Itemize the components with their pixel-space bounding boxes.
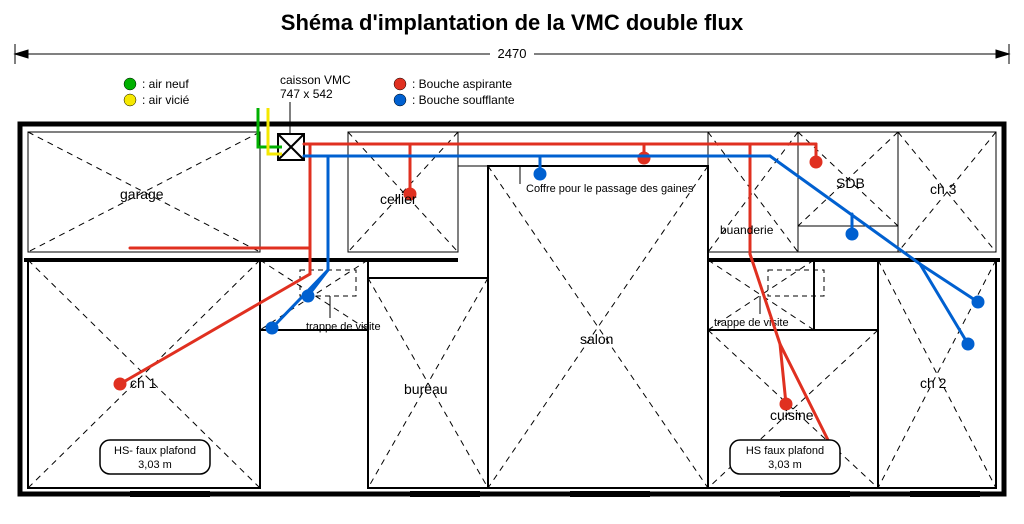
svg-text:SDB: SDB <box>836 175 865 191</box>
svg-text:garage: garage <box>120 186 164 202</box>
plan-diagram: 2470 : air neuf : air vicié : Bouche asp… <box>10 44 1014 514</box>
legend-dot-soufflante <box>394 94 406 106</box>
svg-text:trappe de visite: trappe de visite <box>714 317 789 329</box>
height-box-left: HS- faux plafond 3,03 m <box>100 440 210 474</box>
svg-text:buanderie: buanderie <box>720 223 774 237</box>
svg-text:: air neuf: : air neuf <box>142 77 189 91</box>
legend-dot-air-neuf <box>124 78 136 90</box>
svg-text:Coffre pour le passage des gai: Coffre pour le passage des gaines <box>526 183 694 195</box>
svg-text:ch 3: ch 3 <box>930 181 957 197</box>
svg-text:cuisine: cuisine <box>770 407 814 423</box>
svg-text:trappe de visite: trappe de visite <box>306 321 381 333</box>
svg-text:3,03 m: 3,03 m <box>138 459 172 471</box>
svg-text:HS- faux plafond: HS- faux plafond <box>114 445 196 457</box>
svg-text:ch 1: ch 1 <box>130 375 157 391</box>
height-box-right: HS faux plafond 3,03 m <box>730 440 840 474</box>
svg-text:3,03 m: 3,03 m <box>768 459 802 471</box>
page-title: Shéma d'implantation de la VMC double fl… <box>10 10 1014 36</box>
svg-text:747 x 542: 747 x 542 <box>280 87 333 101</box>
svg-text:: air vicié: : air vicié <box>142 93 190 107</box>
svg-text:2470: 2470 <box>498 46 527 61</box>
svg-text:: Bouche aspirante: : Bouche aspirante <box>412 77 512 91</box>
caisson-label: caisson VMC 747 x 542 <box>280 73 351 142</box>
svg-text:: Bouche soufflante: : Bouche soufflante <box>412 93 515 107</box>
svg-text:HS faux plafond: HS faux plafond <box>746 445 824 457</box>
svg-text:salon: salon <box>580 331 613 347</box>
room-labels: garage cellier SDB ch 3 buanderie ch 1 b… <box>120 175 957 423</box>
svg-text:ch 2: ch 2 <box>920 375 947 391</box>
dimension-2470: 2470 <box>15 44 1009 64</box>
svg-text:bureau: bureau <box>404 381 448 397</box>
legend-dot-aspirante <box>394 78 406 90</box>
svg-text:caisson VMC: caisson VMC <box>280 73 351 87</box>
svg-text:cellier: cellier <box>380 191 417 207</box>
legend-dot-air-vicie <box>124 94 136 106</box>
